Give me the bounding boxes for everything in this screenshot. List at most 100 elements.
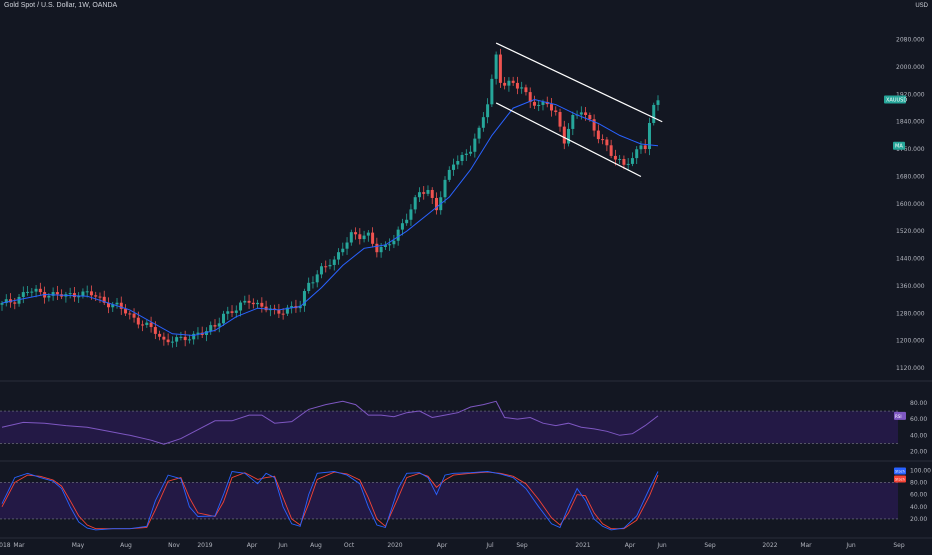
stoch-k-tag (894, 467, 906, 475)
candle-up (426, 189, 430, 194)
candle-down (558, 112, 562, 127)
price-axis-tick-label: 1680.000 (896, 173, 925, 180)
price-axis-tick-label: 1760.000 (896, 146, 925, 153)
candle-down (213, 325, 217, 327)
candle-down (605, 139, 609, 146)
candle-up (196, 332, 200, 334)
candle-down (562, 126, 566, 144)
price-tag-label: XAUUSD (886, 98, 907, 104)
candle-up (315, 274, 319, 283)
candle-down (622, 159, 626, 165)
time-axis-tick-label: Sep (516, 542, 528, 549)
candle-down (532, 101, 536, 106)
candle-up (452, 164, 456, 170)
candle-down (613, 155, 617, 160)
candle-up (239, 302, 243, 311)
price-axis-tick-label: 1840.000 (896, 119, 925, 126)
candle-down (430, 189, 434, 198)
candle-down (183, 336, 187, 341)
candle-down (124, 308, 128, 314)
candle-down (38, 288, 42, 293)
candle-up (311, 282, 315, 284)
time-axis-tick-label: Jun (277, 542, 288, 549)
candle-up (34, 288, 38, 292)
candle-up (537, 104, 541, 106)
candle-down (153, 327, 157, 334)
candle-up (30, 291, 34, 293)
candle-down (277, 309, 281, 314)
candle-up (618, 159, 622, 161)
time-axis-tick-label: 2020 (387, 542, 402, 549)
candle-up (630, 158, 634, 164)
candle-up (635, 149, 639, 159)
rsi-band (0, 411, 898, 444)
time-axis-tick-label: Jul (485, 542, 494, 549)
candle-down (230, 311, 234, 313)
candle-up (337, 252, 341, 260)
candle-up (17, 296, 21, 304)
time-axis-tick-label: May (72, 542, 85, 549)
stoch-d-tag-label: Stoch (895, 477, 905, 481)
stoch-axis-tick-label: 100.00 (910, 467, 931, 474)
stoch-axis-tick-label: 60.00 (910, 492, 927, 499)
stoch-band (0, 482, 898, 519)
rsi-axis-tick-label: 20.00 (910, 449, 927, 456)
candle-up (328, 264, 332, 267)
price-axis-tick-label: 1200.000 (896, 338, 925, 345)
candle-up (175, 337, 179, 342)
stoch-d-tag (894, 475, 906, 483)
candle-up (447, 169, 451, 180)
candle-up (541, 101, 545, 105)
candle-down (149, 322, 153, 328)
candle-up (413, 197, 417, 210)
time-axis-tick-label: 2019 (197, 542, 212, 549)
time-axis-tick-label: Mar (13, 542, 25, 549)
candle-down (102, 296, 106, 303)
price-axis-tick-label: 2080.000 (896, 37, 925, 44)
candle-up (26, 291, 30, 293)
candle-down (550, 104, 554, 111)
candle-down (251, 302, 255, 305)
candle-up (285, 307, 289, 314)
price-axis-tick-label: 1440.000 (896, 256, 925, 263)
candle-down (601, 139, 605, 141)
candle-up (464, 153, 468, 155)
candle-up (21, 292, 25, 297)
rsi-axis-tick-label: 80.00 (910, 400, 927, 407)
rsi-axis-tick-label: 40.00 (910, 432, 927, 439)
rsi-line (1, 400, 659, 445)
candle-down (136, 317, 140, 325)
candle-up (507, 80, 511, 86)
candle-down (592, 119, 596, 131)
candle-up (145, 322, 149, 325)
candle-up (0, 303, 4, 305)
candle-up (307, 282, 311, 292)
ma-tag-label: MA (895, 144, 903, 150)
candle-up (349, 232, 353, 243)
candle-up (571, 115, 575, 129)
candle-down (643, 145, 647, 150)
candle-down (162, 336, 166, 340)
candle-down (98, 296, 102, 298)
rsi-tag (894, 411, 906, 420)
time-axis-tick-label: Apr (437, 542, 448, 549)
candle-up (481, 117, 485, 128)
candle-down (158, 333, 162, 337)
ma-tag (893, 141, 905, 150)
candle-up (652, 104, 656, 123)
price-axis-tick-label: 1360.000 (896, 283, 925, 290)
candle-up (647, 122, 651, 150)
candle-down (119, 302, 123, 309)
candle-down (358, 234, 362, 240)
candle-up (345, 242, 349, 249)
time-axis-tick-label: Oct (344, 542, 355, 549)
time-axis-tick-label: Jun (845, 542, 856, 549)
symbol-title: Gold Spot / U.S. Dollar, 1W, OANDA (4, 2, 118, 9)
candle-up (332, 259, 336, 265)
candle-up (85, 291, 89, 293)
candle-down (13, 302, 17, 304)
candle-up (209, 325, 213, 332)
candle-down (89, 291, 93, 296)
